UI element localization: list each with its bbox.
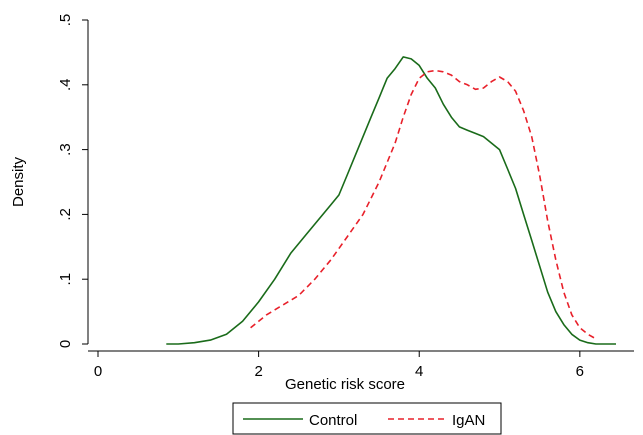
legend-label-igan: IgAN	[452, 412, 485, 429]
y-tick-label: .5	[57, 14, 74, 27]
x-tick-label: 4	[415, 363, 423, 380]
x-tick-label: 6	[576, 363, 584, 380]
y-tick-label: .2	[57, 208, 74, 221]
legend-label-control: Control	[309, 412, 357, 429]
y-tick-label: .4	[57, 79, 74, 92]
y-tick-label: 0	[57, 340, 74, 348]
y-tick-label: .3	[57, 143, 74, 156]
x-tick-label: 0	[94, 363, 102, 380]
y-tick-label: .1	[57, 273, 74, 286]
x-tick-label: 2	[254, 363, 262, 380]
y-axis-title: Density	[10, 156, 27, 207]
legend: Control IgAN	[233, 403, 501, 434]
x-axis-title: Genetic risk score	[285, 376, 405, 393]
